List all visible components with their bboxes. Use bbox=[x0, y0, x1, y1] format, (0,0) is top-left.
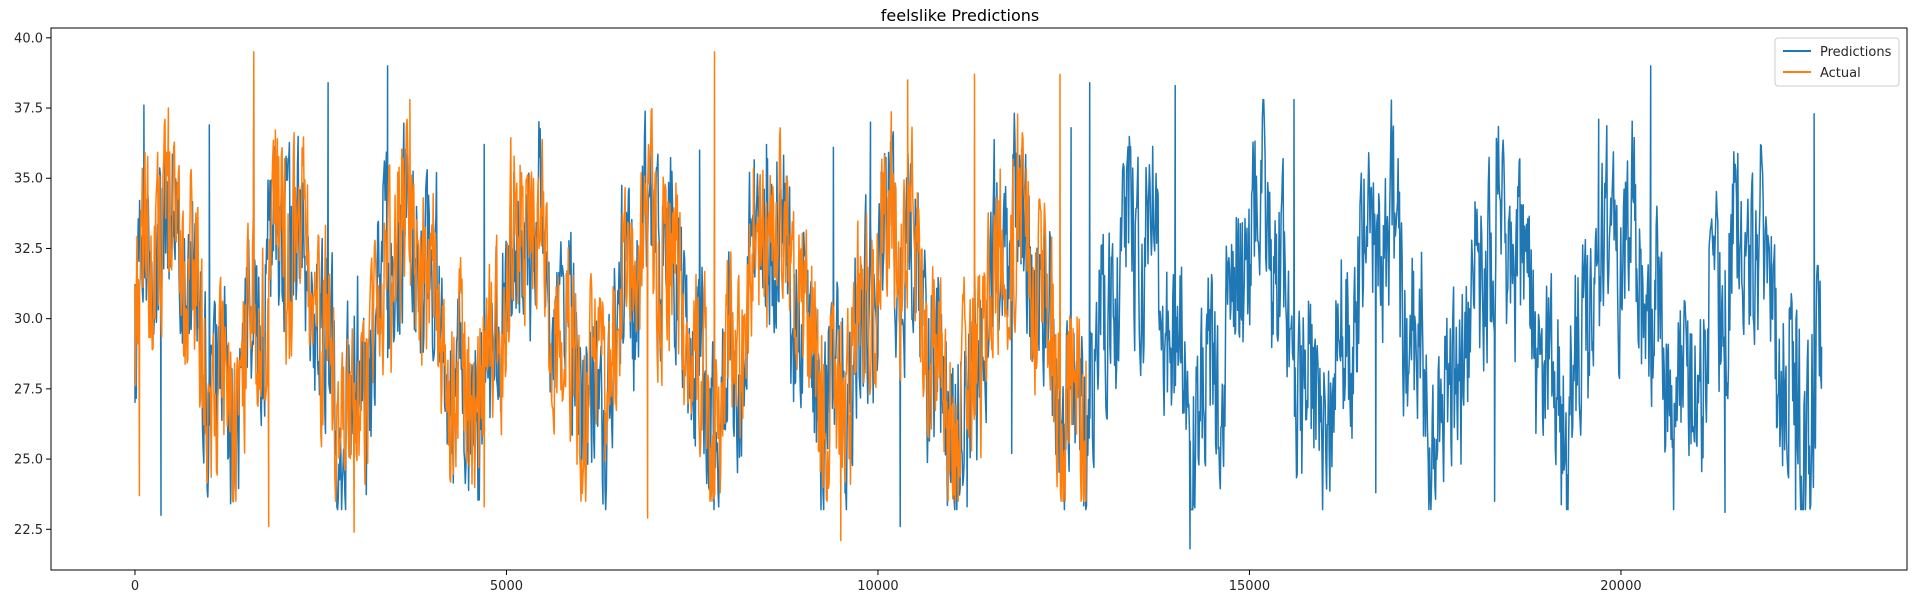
chart-title: feelslike Predictions bbox=[881, 6, 1039, 25]
plot-area bbox=[134, 51, 1823, 550]
y-tick-label: 35.0 bbox=[14, 172, 43, 187]
y-tick-label: 40.0 bbox=[14, 31, 43, 46]
axes: 0 5000 10000 15000 20000 22.5 25.0 27.5 30.0 32.5… bbox=[14, 31, 1642, 594]
legend: Predictions Actual bbox=[1774, 37, 1900, 87]
y-tick-label: 37.5 bbox=[14, 102, 43, 117]
series-line-predictions bbox=[134, 65, 1823, 550]
x-tick-label: 20000 bbox=[1600, 579, 1641, 594]
y-tick-label: 22.5 bbox=[14, 523, 43, 538]
legend-label-predictions: Predictions bbox=[1820, 45, 1892, 60]
legend-label-actual: Actual bbox=[1820, 66, 1861, 81]
axes-frame bbox=[50, 27, 1908, 571]
x-tick-label: 15000 bbox=[1229, 579, 1270, 594]
x-tick-label: 5000 bbox=[490, 579, 523, 594]
y-tick-label: 25.0 bbox=[14, 453, 43, 468]
x-tick-label: 0 bbox=[131, 579, 139, 594]
series-line-actual bbox=[134, 51, 1087, 542]
y-tick-label: 32.5 bbox=[14, 242, 43, 257]
y-tick-label: 30.0 bbox=[14, 312, 43, 327]
y-tick-label: 27.5 bbox=[14, 382, 43, 397]
x-tick-label: 10000 bbox=[857, 579, 898, 594]
